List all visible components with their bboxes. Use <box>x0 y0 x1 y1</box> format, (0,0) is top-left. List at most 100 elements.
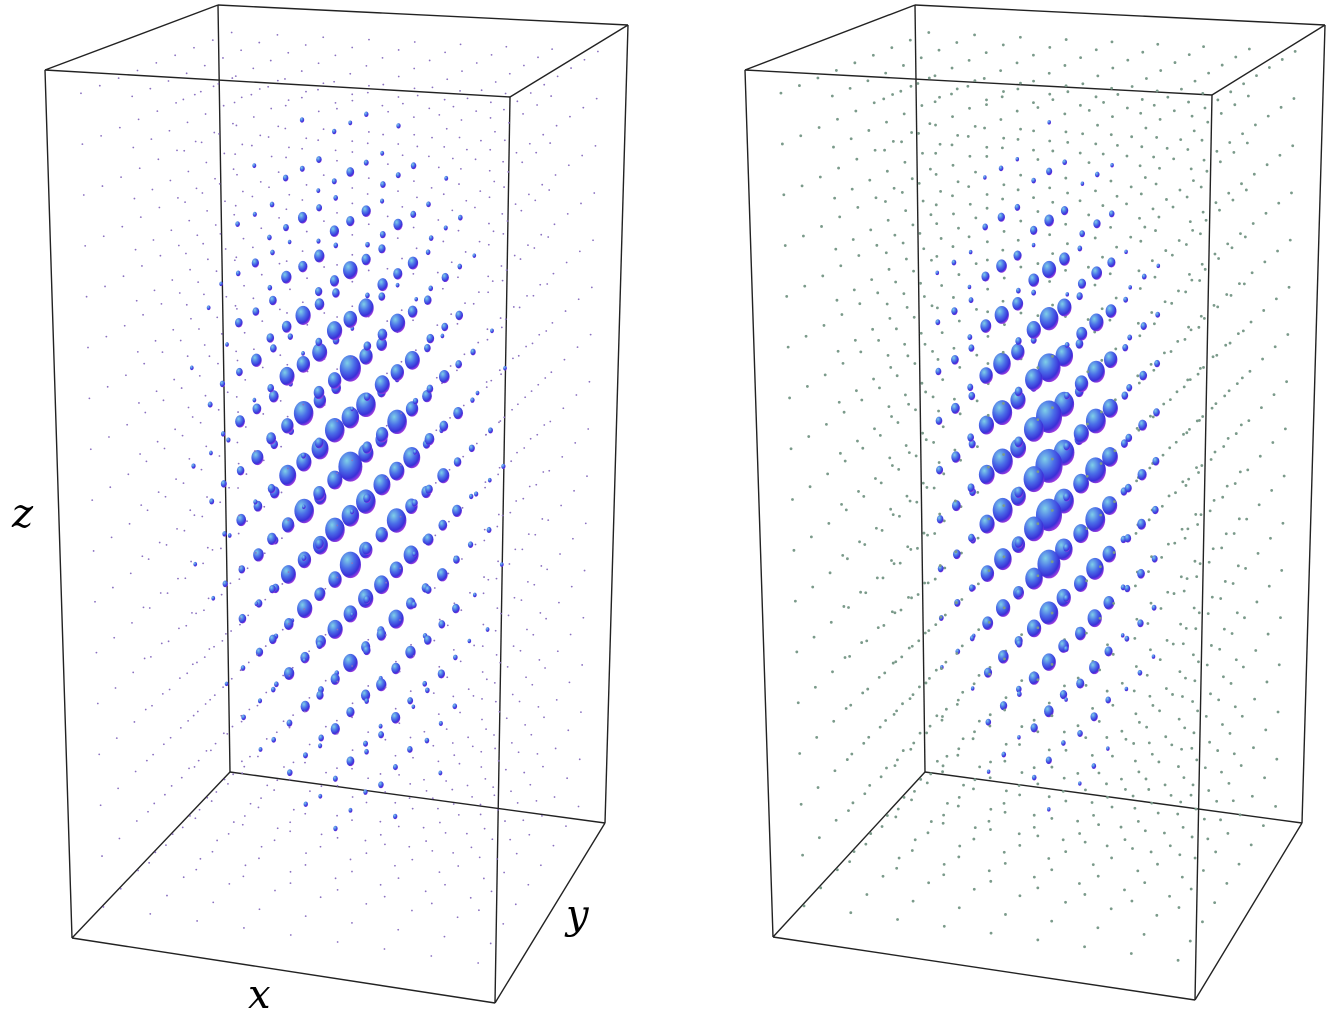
lattice-dot <box>413 67 416 70</box>
lattice-dot <box>82 194 85 196</box>
lattice-dot <box>336 889 339 891</box>
lattice-dot <box>1195 419 1199 423</box>
lattice-dot <box>581 154 584 157</box>
ellipsoid <box>967 433 975 442</box>
lattice-dot <box>1147 741 1151 745</box>
ellipsoid <box>333 825 338 832</box>
lattice-dot <box>1170 743 1174 747</box>
ellipsoid <box>377 328 388 341</box>
lattice-dot <box>823 373 827 377</box>
lattice-dot <box>1064 268 1067 272</box>
lattice-dot <box>1158 658 1162 662</box>
ellipsoid <box>407 745 413 753</box>
lattice-dot <box>445 728 448 731</box>
lattice-dot <box>887 405 891 409</box>
lattice-dot <box>336 159 338 162</box>
lattice-dot <box>883 148 886 152</box>
panel <box>44 4 629 1004</box>
lattice-dot <box>1235 382 1239 385</box>
lattice-dot <box>891 513 895 517</box>
lattice-dot <box>204 703 207 705</box>
lattice-dot <box>1149 362 1153 366</box>
ellipsoid <box>316 690 324 700</box>
lattice-dot <box>1143 829 1147 833</box>
lattice-dot <box>1277 201 1281 205</box>
lattice-dot <box>400 412 403 415</box>
lattice-dot <box>1138 164 1142 168</box>
lattice-dot <box>897 856 901 860</box>
lattice-dot <box>1245 141 1249 145</box>
lattice-dot <box>1020 679 1024 683</box>
lattice-dot <box>205 161 208 164</box>
lattice-dot <box>1047 857 1051 860</box>
lattice-dot <box>425 789 428 792</box>
lattice-dot <box>1019 219 1023 223</box>
lattice-dot <box>1240 714 1244 718</box>
lattice-dot <box>159 254 162 257</box>
lattice-dot <box>1210 406 1214 410</box>
lattice-dot <box>885 120 888 124</box>
lattice-dot <box>878 725 882 729</box>
lattice-dot <box>902 112 906 116</box>
ellipsoid <box>1105 696 1112 704</box>
lattice-dot <box>177 197 179 199</box>
lattice-dot <box>881 576 885 580</box>
lattice-dot <box>936 306 939 310</box>
ellipsoid <box>1120 584 1126 591</box>
ellipsoid <box>279 464 297 487</box>
ellipsoid <box>935 416 943 425</box>
ellipsoid <box>1015 337 1022 346</box>
lattice-dot <box>955 652 959 655</box>
lattice-dot <box>930 258 933 262</box>
ellipsoid <box>257 698 263 704</box>
lattice-dot <box>577 298 580 301</box>
lattice-dot <box>351 305 354 308</box>
lattice-dot <box>1003 861 1007 865</box>
ellipsoid <box>378 292 386 301</box>
lattice-dot <box>542 765 544 768</box>
lattice-dot <box>933 532 937 535</box>
lattice-dot <box>428 107 431 110</box>
lattice-dot <box>525 676 527 679</box>
lattice-dot <box>287 623 290 625</box>
ellipsoid <box>453 555 460 564</box>
lattice-dot <box>843 656 847 659</box>
lattice-dot <box>914 454 918 458</box>
lattice-dot <box>840 502 843 506</box>
lattice-dot <box>483 528 486 531</box>
lattice-dot <box>102 235 105 238</box>
ellipsoid <box>441 272 449 283</box>
lattice-dot <box>317 139 320 142</box>
lattice-dot <box>436 271 439 274</box>
ellipsoid <box>314 587 325 602</box>
lattice-dot <box>511 693 514 696</box>
lattice-dot <box>1212 498 1216 502</box>
lattice-dot <box>931 395 935 399</box>
lattice-dot <box>1109 226 1112 229</box>
lattice-dot <box>158 206 161 209</box>
lattice-dot <box>1018 743 1021 746</box>
ellipsoid <box>380 198 385 204</box>
lattice-dot <box>1105 844 1109 848</box>
ellipsoid <box>1089 660 1100 675</box>
lattice-dot <box>960 644 964 648</box>
lattice-dot <box>1234 55 1238 59</box>
lattice-dot <box>1222 675 1225 679</box>
lattice-dot <box>166 592 169 595</box>
lattice-dot <box>901 749 905 752</box>
lattice-dot <box>1002 136 1006 140</box>
lattice-dot <box>1255 74 1258 78</box>
lattice-dot <box>1217 257 1220 260</box>
lattice-dot <box>582 106 585 109</box>
lattice-dot <box>384 843 386 846</box>
lattice-dot <box>1141 50 1145 54</box>
ellipsoid <box>438 720 443 727</box>
ellipsoid <box>1060 206 1069 216</box>
lattice-dot <box>203 609 205 612</box>
lattice-dot <box>423 778 425 781</box>
lattice-dot <box>950 143 954 147</box>
lattice-dot <box>1036 418 1040 422</box>
lattice-dot <box>469 896 472 899</box>
ellipsoid <box>391 712 401 724</box>
lattice-dot <box>1032 53 1035 57</box>
